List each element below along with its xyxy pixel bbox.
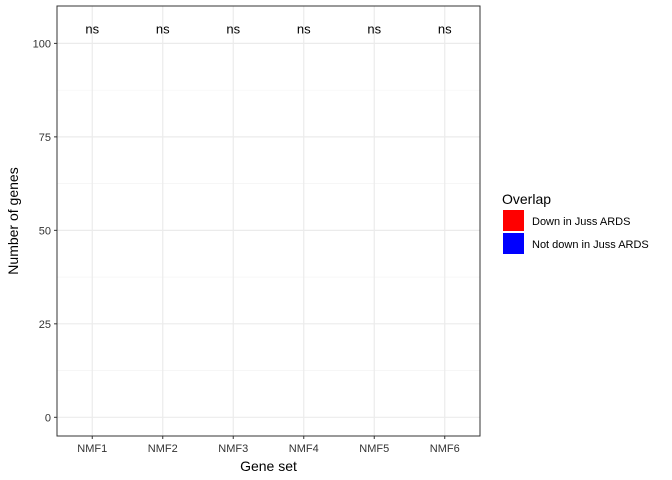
x-tick-label: NMF2 xyxy=(148,443,178,455)
annotations: ns ns ns ns ns ns xyxy=(85,21,452,36)
significance-label: ns xyxy=(297,21,311,36)
y-tick-label: 100 xyxy=(33,38,51,50)
x-tick-label: NMF6 xyxy=(430,443,460,455)
x-tick-label: NMF4 xyxy=(289,443,319,455)
y-axis-title: Number of genes xyxy=(5,167,21,274)
x-tick-label: NMF3 xyxy=(218,443,248,455)
legend-key xyxy=(503,210,524,231)
significance-label: ns xyxy=(438,21,452,36)
y-tick-label: 0 xyxy=(45,412,51,424)
significance-label: ns xyxy=(367,21,381,36)
significance-label: ns xyxy=(226,21,240,36)
x-tick-label: NMF5 xyxy=(359,443,389,455)
y-tick-label: 25 xyxy=(39,319,51,331)
y-tick-label: 50 xyxy=(39,225,51,237)
x-axis-title: Gene set xyxy=(240,458,297,474)
significance-label: ns xyxy=(85,21,99,36)
panel-border xyxy=(56,5,481,437)
y-tick-label: 75 xyxy=(39,132,51,144)
legend-label: Down in Juss ARDS xyxy=(532,216,630,228)
x-axis: NMF1 NMF2 NMF3 NMF4 NMF5 NMF6 xyxy=(77,436,460,455)
significance-label: ns xyxy=(156,21,170,36)
legend-title: Overlap xyxy=(502,191,551,207)
gridlines xyxy=(57,6,480,436)
y-axis: 0 25 50 75 100 xyxy=(33,38,57,424)
x-tick-label: NMF1 xyxy=(77,443,107,455)
legend-label: Not down in Juss ARDS xyxy=(532,239,649,251)
legend-key xyxy=(503,233,524,254)
legend: Overlap Down in Juss ARDS Not down in Jus… xyxy=(502,191,649,254)
